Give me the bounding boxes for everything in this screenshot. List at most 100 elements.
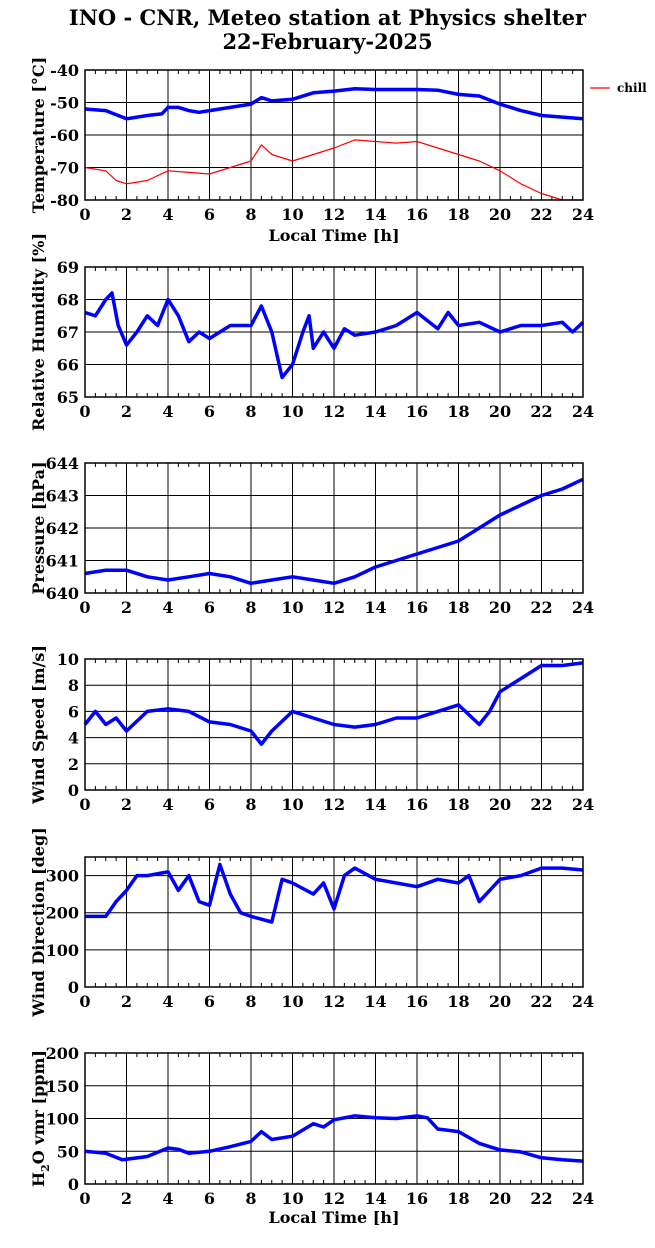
x-tick-label: 8: [245, 598, 256, 617]
plot-frame: [84, 856, 584, 988]
x-tick-label: 14: [364, 795, 386, 814]
x-tick-label: 10: [281, 795, 303, 814]
y-tick-label: 2: [68, 755, 79, 774]
y-tick-label: -70: [50, 159, 79, 178]
x-tick-label: 0: [79, 1189, 90, 1208]
x-tick-label: 8: [245, 205, 256, 224]
x-tick-label: 2: [121, 992, 132, 1011]
x-tick-label: 12: [323, 402, 345, 421]
x-tick-label: 22: [530, 598, 552, 617]
x-tick-label: 24: [572, 598, 594, 617]
x-tick-label: 2: [121, 598, 132, 617]
x-tick-label: 12: [323, 1189, 345, 1208]
x-tick-label: 0: [79, 598, 90, 617]
chart-title-line2: 22-February-2025: [222, 29, 433, 54]
x-tick-label: 8: [245, 992, 256, 1011]
x-tick-label: 18: [447, 992, 469, 1011]
x-tick-label: 0: [79, 795, 90, 814]
x-tick-label: 6: [204, 402, 215, 421]
x-tick-label: 8: [245, 402, 256, 421]
x-tick-label: 14: [364, 402, 386, 421]
x-tick-label: 10: [281, 992, 303, 1011]
y-tick-label: -60: [50, 126, 79, 145]
x-tick-label: 22: [530, 992, 552, 1011]
series-line-0-1: [84, 139, 583, 201]
x-tick-label: 24: [572, 992, 594, 1011]
series-line-4-0: [85, 862, 584, 924]
y-tick-label: 150: [46, 1077, 79, 1096]
x-tick-label: 20: [489, 402, 511, 421]
x-tick-label: 10: [281, 598, 303, 617]
y-axis-label: Relative Humidity [%]: [29, 233, 48, 431]
y-tick-label: 100: [46, 1110, 79, 1129]
x-tick-label: 12: [323, 598, 345, 617]
y-tick-label: 65: [57, 388, 79, 407]
x-tick-label: 10: [281, 402, 303, 421]
x-tick-label: 2: [121, 205, 132, 224]
y-tick-label: 68: [57, 291, 79, 310]
x-tick-label: 18: [447, 205, 469, 224]
y-tick-label: 644: [46, 454, 79, 473]
series-line-5-0: [84, 1114, 584, 1163]
x-tick-label: 18: [447, 402, 469, 421]
y-tick-label: 643: [46, 487, 79, 506]
y-tick-label: 69: [57, 258, 79, 277]
x-tick-label: 18: [447, 795, 469, 814]
x-tick-label: 8: [245, 795, 256, 814]
y-tick-label: 642: [46, 519, 79, 538]
x-tick-label: 22: [530, 205, 552, 224]
chart-panel-0: 0 2 4 6 8 10 12 14 16 18 20 22 24-80-70-60-50-40Temp…: [29, 57, 647, 245]
y-tick-label: 200: [46, 904, 79, 923]
x-tick-label: 4: [162, 598, 173, 617]
x-tick-label: 24: [572, 795, 594, 814]
x-tick-label: 20: [489, 795, 511, 814]
y-tick-label: -80: [50, 191, 79, 210]
x-tick-label: 4: [162, 1189, 173, 1208]
x-tick-label: 22: [530, 402, 552, 421]
x-tick-label: 6: [204, 795, 215, 814]
x-tick-label: 18: [447, 598, 469, 617]
x-tick-label: 12: [323, 795, 345, 814]
x-tick-label: 0: [79, 402, 90, 421]
y-tick-label: 641: [46, 552, 79, 571]
y-tick-label: 4: [68, 729, 79, 748]
y-tick-label: 66: [57, 356, 79, 375]
x-tick-label: 12: [323, 992, 345, 1011]
x-tick-label: 8: [245, 1189, 256, 1208]
chart-title-line1: INO - CNR, Meteo station at Physics shel…: [68, 5, 587, 30]
x-tick-label: 20: [489, 1189, 511, 1208]
x-tick-label: 6: [204, 1189, 215, 1208]
x-tick-label: 20: [489, 992, 511, 1011]
x-tick-label: 20: [489, 205, 511, 224]
chart-panel-1: 0 2 4 6 8 10 12 14 16 18 20 22 246566676869Relative …: [29, 233, 594, 431]
x-tick-label: 16: [406, 1189, 428, 1208]
x-tick-label: 22: [530, 795, 552, 814]
plot-frame: [84, 462, 584, 594]
y-tick-label: 0: [68, 781, 79, 800]
x-tick-label: 4: [162, 402, 173, 421]
x-tick-label: 16: [406, 402, 428, 421]
x-tick-label: 2: [121, 1189, 132, 1208]
plot-frame: [84, 266, 584, 398]
series-line-1-0: [84, 291, 585, 380]
x-tick-label: 10: [281, 205, 303, 224]
x-tick-label: 12: [323, 205, 345, 224]
y-tick-label: 50: [57, 1142, 79, 1161]
x-tick-label: 4: [162, 795, 173, 814]
x-tick-label: 6: [204, 205, 215, 224]
x-tick-label: 14: [364, 205, 386, 224]
series-line-0-0: [84, 87, 584, 121]
y-tick-label: -50: [50, 94, 79, 113]
x-tick-label: 22: [530, 1189, 552, 1208]
y-tick-label: 200: [46, 1044, 79, 1063]
x-tick-label: 24: [572, 1189, 594, 1208]
x-tick-label: 18: [447, 1189, 469, 1208]
y-tick-label: -40: [50, 61, 79, 80]
x-tick-label: 24: [572, 402, 594, 421]
x-axis-label: Local Time [h]: [268, 226, 399, 245]
x-tick-label: 16: [406, 598, 428, 617]
y-tick-label: 6: [68, 702, 79, 721]
